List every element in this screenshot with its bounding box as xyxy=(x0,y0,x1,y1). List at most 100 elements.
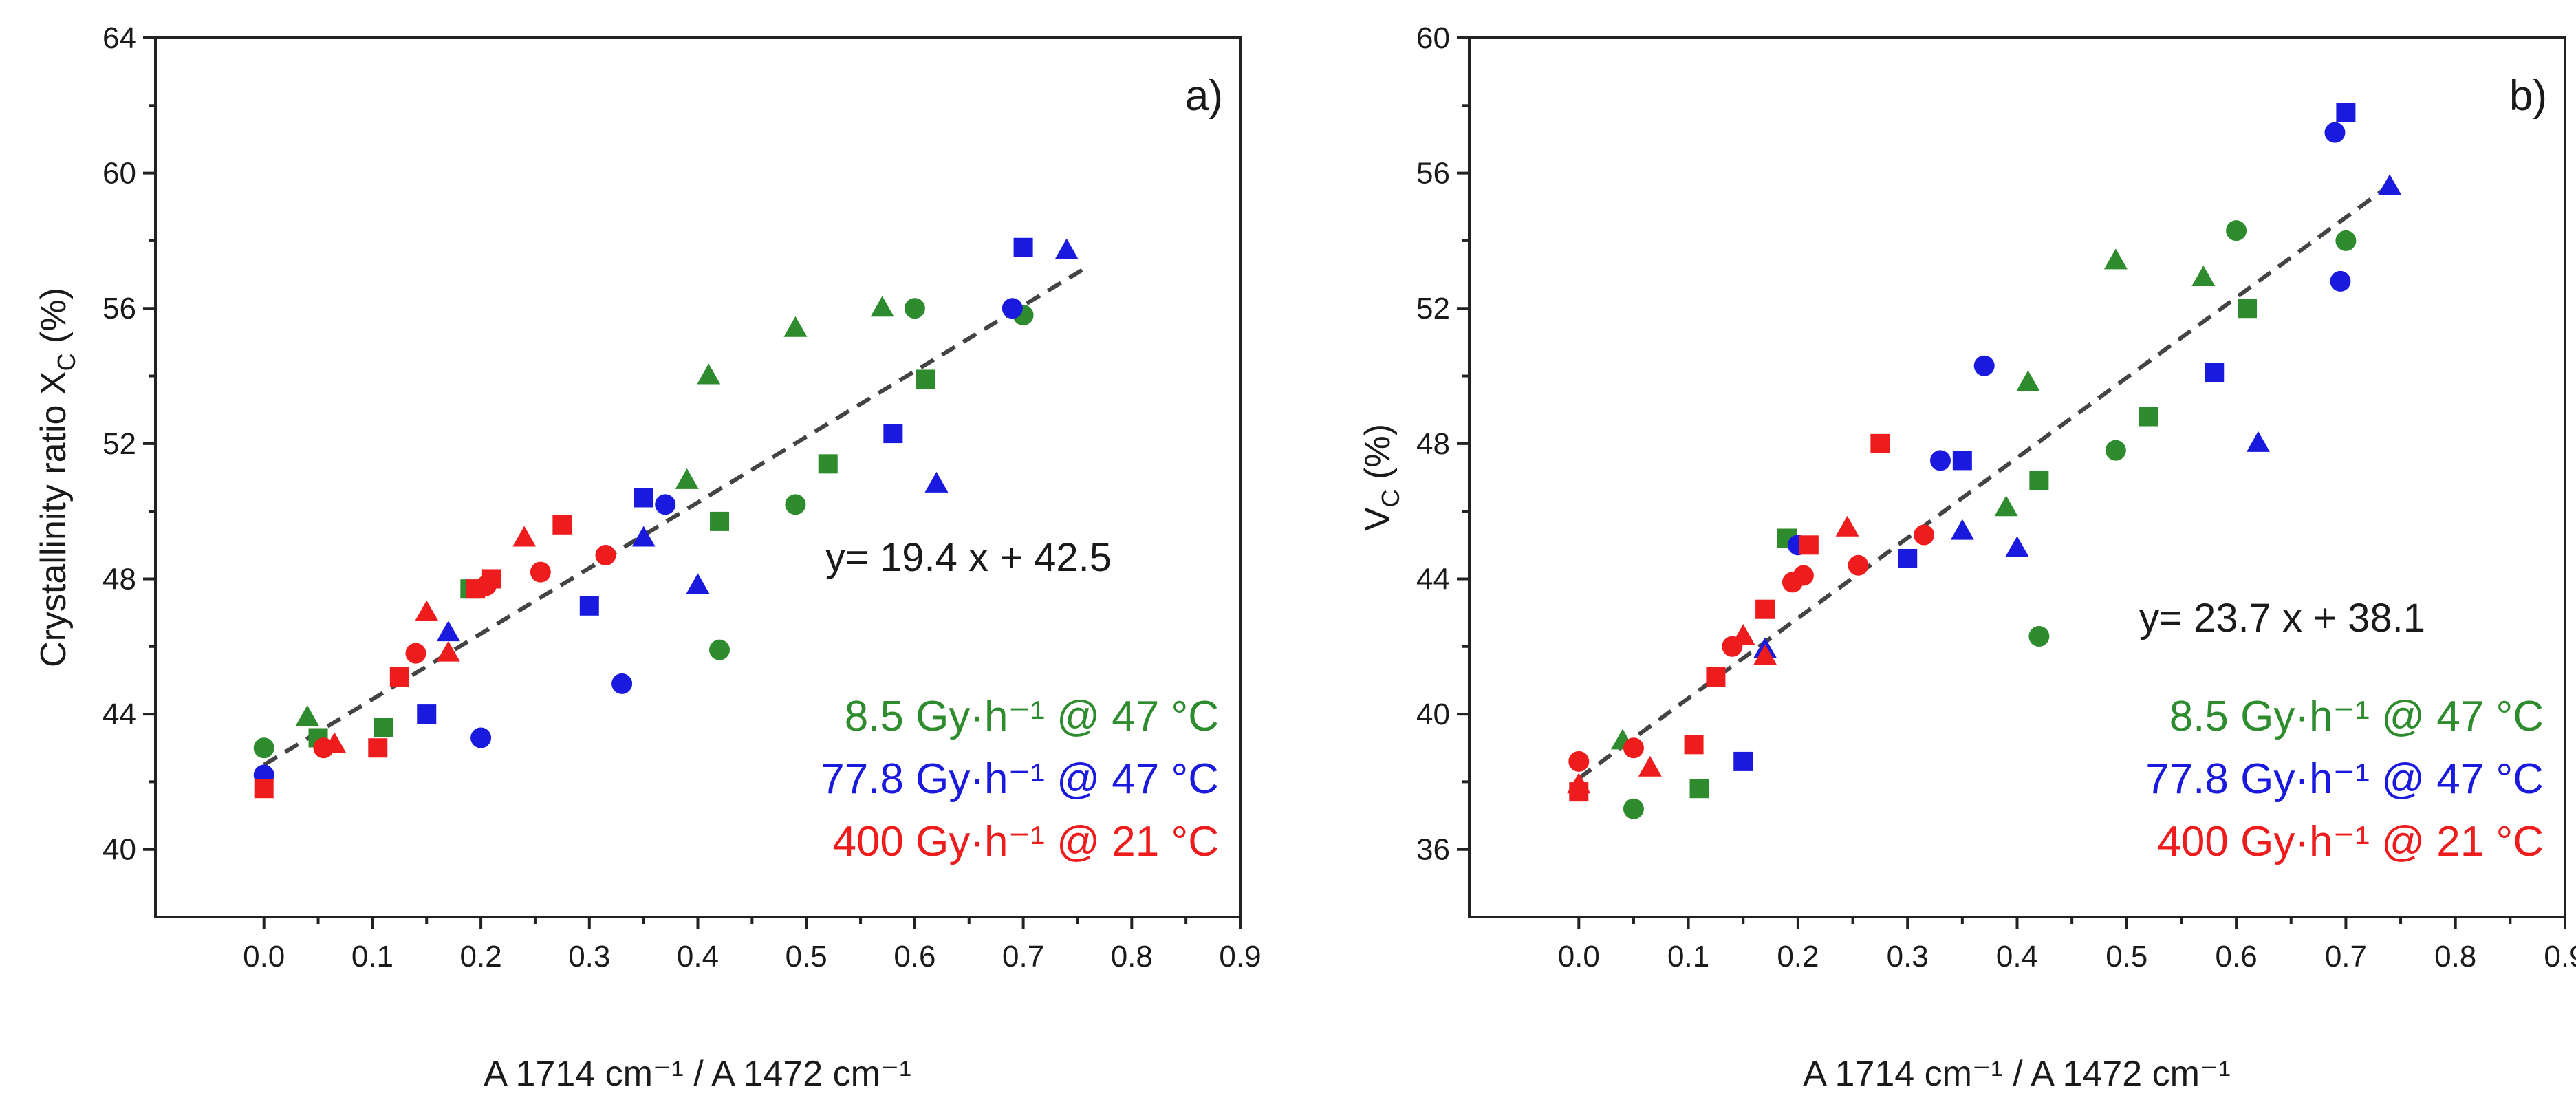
data-point-blue-triangle xyxy=(631,526,656,547)
y-axis-title: VC (%) xyxy=(1358,424,1405,531)
data-point-green-triangle xyxy=(2191,265,2216,286)
data-point-red-triangle xyxy=(512,526,537,547)
data-point-green-triangle xyxy=(697,363,721,385)
y-axis-title-subscript: C xyxy=(1376,489,1405,507)
legend-entry-green: 8.5 Gy·h⁻¹ @ 47 °C xyxy=(2169,693,2544,740)
data-point-red-square xyxy=(466,579,486,599)
data-point-red-square xyxy=(1706,667,1726,687)
data-point-red-circle xyxy=(1623,737,1644,759)
y-tick-label: 56 xyxy=(102,292,136,325)
x-tick-label: 0.2 xyxy=(460,940,502,973)
data-point-blue-triangle xyxy=(1950,519,1974,540)
data-point-green-triangle xyxy=(675,468,699,489)
data-point-green-circle xyxy=(2028,626,2050,647)
data-points xyxy=(1567,103,2402,819)
x-tick-label: 0.9 xyxy=(1219,940,1261,973)
data-point-red-square xyxy=(1870,433,1890,453)
data-point-red-square xyxy=(552,515,572,535)
legend-entry-red: 400 Gy·h⁻¹ @ 21 °C xyxy=(2157,818,2544,865)
chart-panel-b: 0.0 0.1 0.2 0.3 0.4 0.5 0.6 0.7 0.8 0.9 36 40 44 48 52… xyxy=(1358,21,2576,1094)
data-point-green-square xyxy=(916,369,935,389)
x-tick-label: 0.3 xyxy=(568,940,610,973)
data-point-blue-triangle xyxy=(1054,238,1079,259)
data-point-green-circle xyxy=(785,494,806,515)
y-tick-label: 64 xyxy=(102,21,136,55)
data-point-green-circle xyxy=(253,737,274,759)
data-point-blue-square xyxy=(1952,451,1972,471)
y-tick-label: 44 xyxy=(1416,562,1450,596)
y-axis-title-unit: (%) xyxy=(34,288,74,353)
data-point-red-triangle xyxy=(323,732,347,753)
y-tick-label: 56 xyxy=(1416,157,1450,191)
tick-layer: 0.0 0.1 0.2 0.3 0.4 0.5 0.6 0.7 0.8 0.9 40 44 48 52 56… xyxy=(102,21,1262,973)
x-axis-title: A 1714 cm⁻¹ / A 1472 cm⁻¹ xyxy=(484,1054,911,1094)
data-point-red-square xyxy=(1684,735,1704,755)
x-tick-label: 0.6 xyxy=(2216,940,2258,973)
y-tick-label: 40 xyxy=(102,833,136,867)
data-point-green-square xyxy=(2029,471,2049,490)
fit-layer xyxy=(1577,183,2391,780)
fit-equation: y= 19.4 x + 42.5 xyxy=(825,535,1112,580)
y-axis-title-unit: (%) xyxy=(1358,424,1398,489)
data-point-blue-triangle xyxy=(2005,536,2029,557)
data-point-blue-triangle xyxy=(2378,174,2402,195)
x-tick-label: 0.1 xyxy=(351,940,393,973)
data-point-blue-square xyxy=(1733,751,1753,771)
chart-panel-a: 0.0 0.1 0.2 0.3 0.4 0.5 0.6 0.7 0.8 0.9 40 44 48 52 56… xyxy=(34,21,1262,1094)
data-point-blue-circle xyxy=(2324,122,2346,143)
data-point-green-triangle xyxy=(2016,370,2040,391)
x-tick-label: 0.8 xyxy=(2434,940,2476,973)
fit-layer xyxy=(263,264,1090,767)
data-point-red-triangle xyxy=(436,640,460,662)
data-point-red-circle xyxy=(405,643,426,664)
data-point-green-square xyxy=(710,511,730,531)
data-point-blue-circle xyxy=(611,673,633,694)
data-point-green-circle xyxy=(2105,440,2126,461)
legend-entry-blue: 77.8 Gy·h⁻¹ @ 47 °C xyxy=(821,755,1219,803)
x-tick-label: 0.2 xyxy=(1777,940,1819,973)
fit-equation: y= 23.7 x + 38.1 xyxy=(2139,596,2425,640)
data-point-red-square xyxy=(254,779,274,799)
data-point-blue-triangle xyxy=(686,573,710,594)
x-tick-label: 0.7 xyxy=(1002,940,1044,973)
data-point-red-circle xyxy=(1848,554,1869,576)
data-point-blue-circle xyxy=(1973,355,1995,376)
y-axis-title: Crystallinity ratio XC (%) xyxy=(34,288,80,667)
data-point-green-triangle xyxy=(1994,495,2018,517)
data-point-red-triangle xyxy=(1753,644,1777,665)
data-point-blue-square xyxy=(634,488,653,508)
data-point-blue-square xyxy=(2205,363,2225,382)
x-axis-title: A 1714 cm⁻¹ / A 1472 cm⁻¹ xyxy=(1803,1054,2230,1094)
data-point-red-circle xyxy=(595,545,616,566)
fit-line xyxy=(263,264,1090,767)
y-axis-title-subscript: C xyxy=(52,353,80,371)
data-point-blue-circle xyxy=(1002,298,1023,319)
data-point-red-triangle xyxy=(1835,515,1859,537)
y-axis-title-main: V xyxy=(1358,507,1398,531)
y-tick-label: 52 xyxy=(102,427,136,461)
data-point-red-circle xyxy=(530,561,551,583)
data-point-red-square xyxy=(1799,535,1819,555)
y-tick-label: 60 xyxy=(1416,21,1450,55)
data-point-blue-triangle xyxy=(2246,431,2270,452)
y-tick-label: 44 xyxy=(102,698,136,731)
x-tick-label: 0.1 xyxy=(1667,940,1709,973)
data-point-green-circle xyxy=(709,639,730,660)
fit-line xyxy=(1577,183,2391,780)
x-tick-label: 0.0 xyxy=(1558,940,1600,973)
data-point-blue-square xyxy=(417,704,437,724)
data-point-green-triangle xyxy=(783,316,808,337)
data-point-green-triangle xyxy=(2103,248,2128,270)
x-tick-label: 0.0 xyxy=(243,940,285,973)
x-tick-label: 0.4 xyxy=(677,940,719,973)
data-points xyxy=(253,237,1079,799)
legend-entry-blue: 77.8 Gy·h⁻¹ @ 47 °C xyxy=(2145,755,2544,803)
data-point-green-square xyxy=(2139,407,2158,427)
legend-entry-red: 400 Gy·h⁻¹ @ 21 °C xyxy=(832,818,1219,865)
data-point-blue-circle xyxy=(1929,450,1951,471)
data-point-green-square xyxy=(818,454,838,474)
data-point-green-circle xyxy=(904,298,925,319)
data-point-red-square xyxy=(389,667,409,687)
data-point-blue-triangle xyxy=(924,471,949,493)
